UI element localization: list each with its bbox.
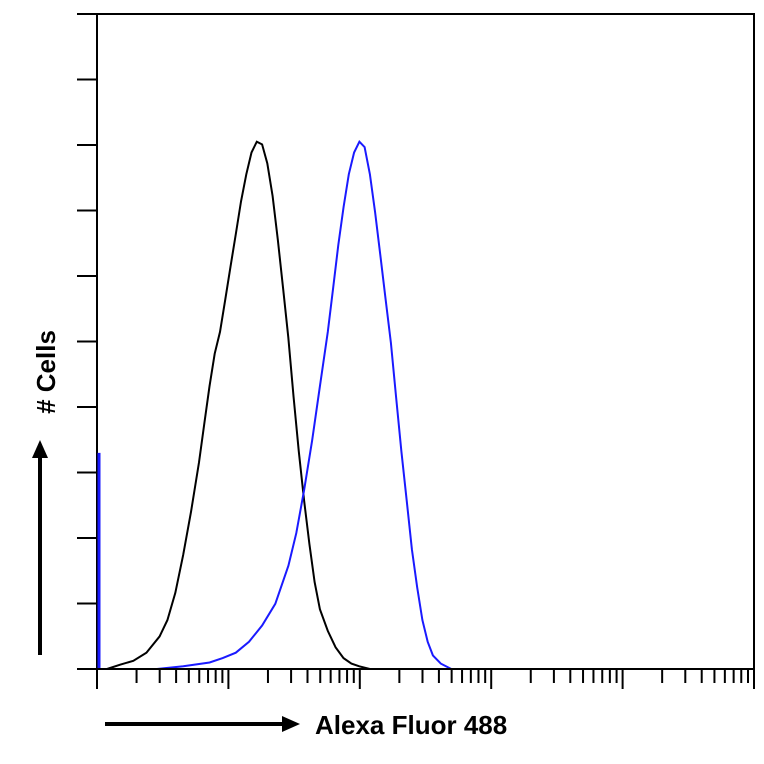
histogram-series-layer [97, 139, 452, 670]
y-axis-ticks [77, 13, 97, 670]
x-axis-arrow-head [282, 716, 300, 732]
y-axis-label: # Cells [31, 330, 61, 414]
plot-frame [96, 13, 755, 670]
histogram-series-line [106, 140, 371, 670]
histogram-series-line [156, 139, 452, 670]
x-axis-label: Alexa Fluor 488 [315, 710, 507, 740]
y-axis-arrow-head [32, 440, 48, 458]
x-axis-ticks [96, 669, 755, 689]
